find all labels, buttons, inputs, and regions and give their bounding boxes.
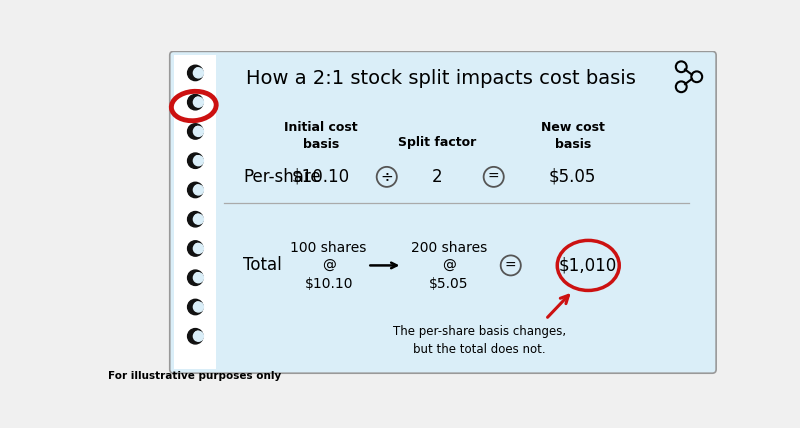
Circle shape [194, 302, 203, 312]
Text: 200 shares: 200 shares [410, 241, 487, 255]
Circle shape [194, 244, 203, 253]
Circle shape [195, 302, 200, 307]
Circle shape [187, 124, 203, 139]
Circle shape [194, 126, 203, 137]
Circle shape [195, 244, 200, 249]
Circle shape [194, 68, 203, 78]
Text: New cost
basis: New cost basis [541, 121, 605, 151]
Circle shape [195, 331, 200, 337]
Text: @: @ [442, 259, 456, 272]
Text: Per-share: Per-share [243, 168, 321, 186]
Circle shape [195, 185, 200, 190]
Circle shape [187, 211, 203, 227]
Text: @: @ [322, 259, 335, 272]
Text: The per-share basis changes,
but the total does not.: The per-share basis changes, but the tot… [393, 324, 566, 356]
Circle shape [194, 185, 203, 195]
Text: Split factor: Split factor [398, 136, 476, 149]
Circle shape [187, 299, 203, 315]
Circle shape [194, 331, 203, 341]
Text: $10.10: $10.10 [292, 168, 350, 186]
Text: How a 2:1 stock split impacts cost basis: How a 2:1 stock split impacts cost basis [246, 69, 636, 88]
Text: $1,010: $1,010 [559, 256, 618, 274]
Circle shape [187, 95, 203, 110]
Circle shape [195, 273, 200, 278]
Circle shape [187, 182, 203, 198]
Text: 100 shares: 100 shares [290, 241, 367, 255]
Text: Initial cost
basis: Initial cost basis [284, 121, 358, 151]
Circle shape [194, 156, 203, 166]
Circle shape [195, 214, 200, 220]
Circle shape [187, 65, 203, 80]
Circle shape [195, 156, 200, 161]
Text: $10.10: $10.10 [304, 277, 353, 291]
Circle shape [194, 97, 203, 107]
Text: =: = [488, 170, 499, 184]
Text: 2: 2 [432, 168, 442, 186]
Text: ÷: ÷ [380, 169, 393, 184]
Text: $5.05: $5.05 [549, 168, 597, 186]
Circle shape [187, 153, 203, 168]
Circle shape [195, 97, 200, 103]
Circle shape [194, 214, 203, 224]
Circle shape [187, 329, 203, 344]
Circle shape [187, 241, 203, 256]
Circle shape [195, 68, 200, 73]
Bar [174, 55, 216, 369]
Circle shape [194, 273, 203, 283]
Circle shape [187, 270, 203, 285]
Circle shape [195, 126, 200, 132]
Text: Total: Total [243, 256, 282, 274]
Text: =: = [505, 259, 517, 272]
FancyBboxPatch shape [170, 51, 716, 373]
Text: $5.05: $5.05 [429, 277, 469, 291]
Text: For illustrative purposes only: For illustrative purposes only [108, 372, 281, 381]
